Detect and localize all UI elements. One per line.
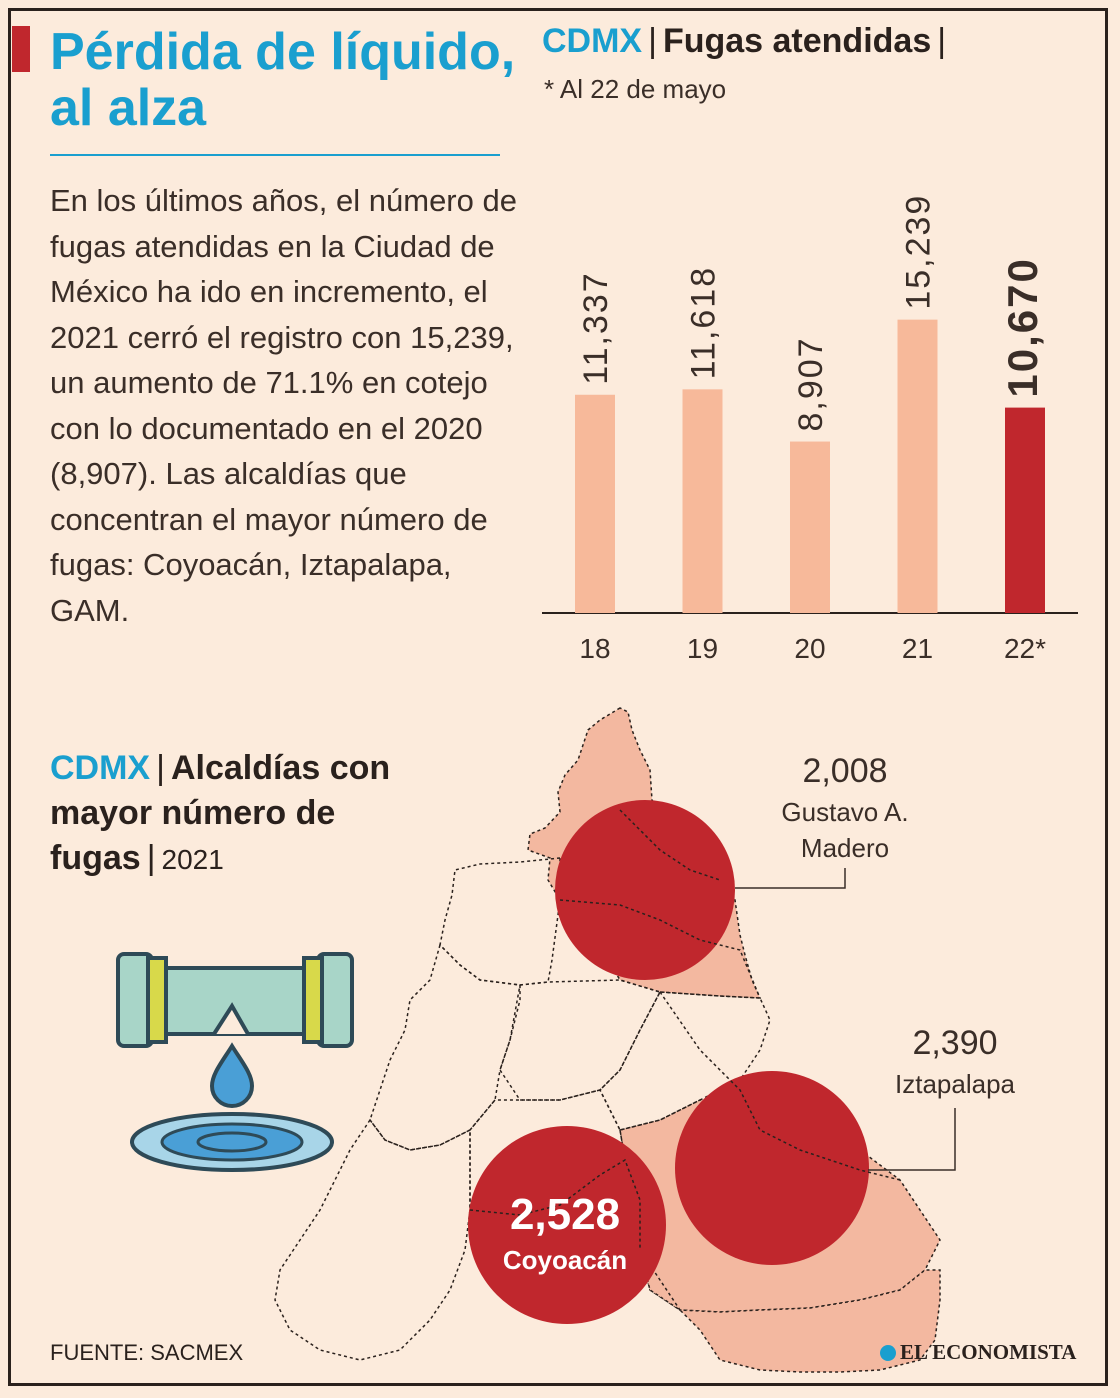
brand-globe-icon bbox=[880, 1345, 896, 1361]
map-title-text: Alcaldías con mayor número de fugas bbox=[50, 749, 391, 877]
x-tick-label-21: 21 bbox=[902, 633, 933, 664]
body-text: En los últimos años, el número de fugas … bbox=[50, 183, 517, 628]
puddle-ripple-outer bbox=[160, 1122, 304, 1162]
bar-chart-title-prefix: CDMX bbox=[542, 22, 643, 60]
leader-line-iztapalapa bbox=[868, 1108, 956, 1171]
gam-value-label: 2,008 bbox=[802, 752, 888, 790]
bar-19 bbox=[682, 389, 723, 613]
region-tlahuac bbox=[639, 1249, 941, 1373]
infographic-frame bbox=[8, 8, 1108, 1386]
bubble-gustavo-a-madero bbox=[555, 800, 735, 980]
bar-20 bbox=[790, 441, 830, 613]
puddle-ripple-inner bbox=[196, 1131, 268, 1153]
map-title-separator: | bbox=[156, 749, 165, 787]
source-note: FUENTE: SACMEX bbox=[50, 1340, 244, 1365]
gam-name-line-1: Gustavo A. bbox=[781, 797, 909, 827]
bar-value-label-19: 11,618 bbox=[685, 266, 723, 379]
map-title-prefix: CDMX bbox=[50, 749, 151, 787]
map-title: CDMX | Alcaldías con mayor número de fugas… bbox=[50, 746, 490, 882]
bar-22* bbox=[1005, 407, 1045, 613]
brand-text: EL ECONOMISTA bbox=[900, 1340, 1077, 1364]
x-tick-label-19: 19 bbox=[687, 633, 718, 664]
bar-value-label-18: 11,337 bbox=[577, 271, 615, 384]
headline-rule bbox=[50, 154, 500, 156]
bar-chart: 11,337 18 11,618 19 8,907 20 15,239 21 10,670 22* bbox=[542, 194, 1078, 664]
leader-lines bbox=[735, 868, 956, 1171]
pipe-ring-left bbox=[146, 956, 168, 1044]
region-cuauhtemoc bbox=[499, 979, 662, 1101]
bar-chart-title-separator: | bbox=[648, 22, 657, 60]
bubble-coyoacan bbox=[468, 1126, 666, 1324]
bar-chart-note: * Al 22 de mayo bbox=[544, 74, 727, 104]
iztapalapa-name-label: Iztapalapa bbox=[895, 1069, 1015, 1099]
region-venustiano-carranza bbox=[599, 991, 771, 1131]
map-inner-borders bbox=[469, 809, 901, 1250]
iztapalapa-value-label: 2,390 bbox=[912, 1024, 998, 1062]
headline: Pérdida de líquido, al alza bbox=[50, 23, 516, 137]
leader-line-gam bbox=[735, 868, 846, 889]
bar-value-label-21: 15,239 bbox=[900, 194, 938, 310]
brand-logo: EL ECONOMISTA bbox=[880, 1340, 1076, 1365]
bubble-layer bbox=[468, 800, 869, 1324]
bar-value-label-20: 8,907 bbox=[792, 336, 830, 431]
x-tick-label-18: 18 bbox=[579, 633, 610, 664]
region-azcapotzalco bbox=[439, 857, 561, 986]
region-alvaro-obregon bbox=[274, 1118, 471, 1361]
path bbox=[559, 899, 761, 999]
map-title-year: 2021 bbox=[161, 844, 224, 875]
coyoacan-name-label: Coyoacán bbox=[502, 1245, 628, 1275]
gam-name-label: Gustavo A. Madero bbox=[760, 794, 930, 866]
pipe-crack bbox=[212, 1002, 250, 1036]
coyoacan-value-label: 2,528 bbox=[509, 1190, 621, 1239]
path bbox=[619, 809, 721, 881]
bar-value-label-22*: 10,670 bbox=[999, 257, 1046, 397]
bar-21 bbox=[897, 319, 938, 613]
bar-chart-title: CDMX | Fugas atendidas | bbox=[542, 22, 952, 61]
water-drop bbox=[209, 1042, 255, 1108]
x-tick-label-20: 20 bbox=[794, 633, 825, 664]
path bbox=[469, 1158, 641, 1250]
map-title-year-separator: | bbox=[146, 839, 156, 877]
bubble-iztapalapa bbox=[675, 1071, 869, 1265]
gam-name-line-2: Madero bbox=[800, 833, 890, 863]
pipe-ring-right bbox=[302, 956, 324, 1044]
region-miguel-hidalgo bbox=[369, 943, 521, 1151]
pipe-illustration bbox=[116, 952, 354, 1172]
x-tick-label-22*: 22* bbox=[1004, 633, 1046, 664]
headline-accent-bar bbox=[12, 26, 30, 72]
bar-chart-title-trailing: | bbox=[937, 22, 947, 60]
bar-chart-title-text: Fugas atendidas bbox=[662, 22, 932, 60]
bar-18 bbox=[575, 394, 615, 613]
